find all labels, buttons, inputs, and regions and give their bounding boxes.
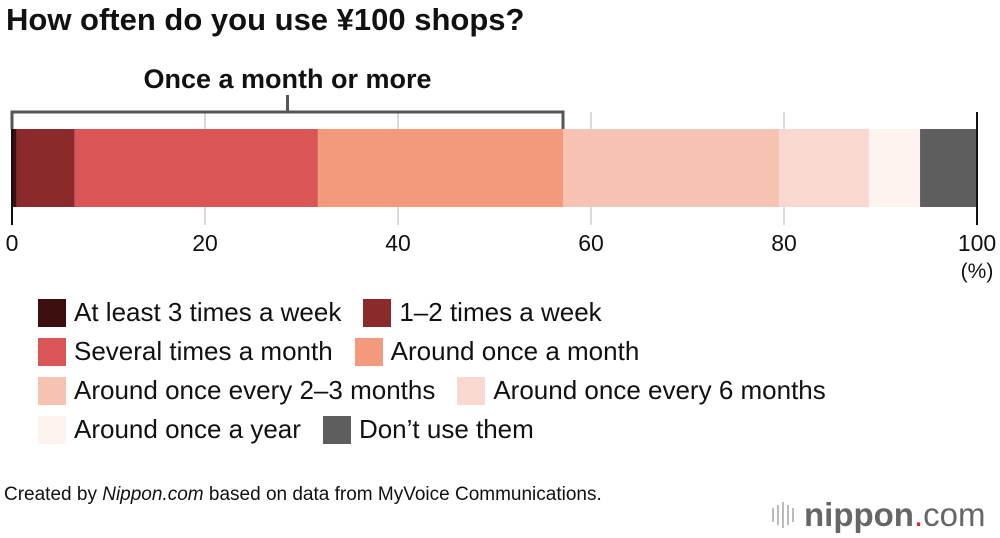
- chart-title: How often do you use ¥100 shops?: [6, 2, 525, 37]
- legend-swatch: [38, 415, 66, 444]
- logo-name: nippon: [804, 496, 914, 533]
- bar-segment-1: [12, 129, 17, 207]
- legend-item: 1–2 times a week: [363, 297, 602, 328]
- bar-segment-4: [317, 129, 564, 207]
- legend-swatch: [354, 337, 383, 366]
- legend-item: Around once a year: [38, 414, 301, 445]
- legend-swatch: [38, 376, 66, 405]
- legend-label: Don’t use them: [358, 414, 534, 444]
- tick-label: 60: [578, 230, 604, 256]
- credit-prefix: Created by: [4, 484, 103, 505]
- credit-text: Created by Nippon.com based on data from…: [4, 482, 602, 508]
- legend-item: Around once every 6 months: [457, 375, 826, 406]
- legend-label: At least 3 times a week: [74, 297, 342, 327]
- legend-swatch: [363, 298, 392, 327]
- legend-swatch: [322, 415, 351, 444]
- legend-label: 1–2 times a week: [399, 297, 602, 327]
- tick-label: 80: [771, 230, 797, 256]
- legend-item: Around once a month: [354, 336, 640, 367]
- logo-tld: com: [923, 496, 986, 533]
- bar-segment-2: [16, 129, 75, 207]
- nippon-logo: nippon. com: [772, 496, 985, 534]
- logo-dot: .: [913, 496, 924, 533]
- legend-row: Several times a month Around once a month: [38, 332, 848, 371]
- legend-swatch: [457, 376, 486, 405]
- credit-suffix: based on data from MyVoice Communication…: [203, 484, 602, 505]
- legend-swatch: [38, 337, 66, 366]
- legend-label: Around once a month: [390, 336, 640, 366]
- legend-item: At least 3 times a week: [38, 297, 341, 328]
- legend-label: Around once a year: [74, 414, 301, 444]
- tick-label: 20: [192, 230, 218, 256]
- tick-label: 0: [6, 230, 19, 256]
- bar-segment-8: [920, 129, 977, 207]
- legend-row: Around once a year Don’t use them: [38, 410, 848, 449]
- legend-row: Around once every 2–3 months Around once …: [38, 371, 848, 410]
- legend-label: Several times a month: [74, 336, 333, 366]
- legend-item: Several times a month: [38, 336, 333, 367]
- bar-segment-6: [779, 129, 869, 207]
- tick-label: 40: [385, 230, 411, 256]
- legend: At least 3 times a week 1–2 times a week S…: [38, 293, 848, 449]
- bar-segment-7: [868, 129, 921, 207]
- legend-label: Around once every 6 months: [493, 375, 826, 405]
- bracket: [10, 95, 565, 129]
- axis-unit-label: (%): [961, 260, 994, 283]
- stacked-bar-chart: 0 20 40 60 80 100 (%) Once a month or more: [6, 64, 997, 283]
- bracket-label: Once a month or more: [143, 64, 431, 94]
- bar-segment-3: [74, 129, 318, 207]
- legend-label: Around once every 2–3 months: [74, 375, 436, 405]
- credit-site: Nippon.com: [102, 484, 204, 505]
- legend-swatch: [38, 298, 66, 327]
- legend-row: At least 3 times a week 1–2 times a week: [38, 293, 848, 332]
- logo-bars-icon: [772, 502, 794, 528]
- legend-item: Don’t use them: [322, 414, 534, 445]
- tick-label: 100: [958, 230, 996, 256]
- legend-item: Around once every 2–3 months: [38, 375, 435, 406]
- bar-segment-5: [563, 129, 780, 207]
